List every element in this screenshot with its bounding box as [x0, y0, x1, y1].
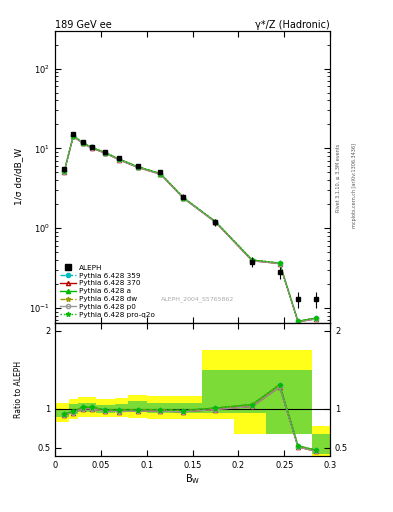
X-axis label: B$_\mathrm{W}$: B$_\mathrm{W}$ [185, 472, 200, 486]
Text: ALEPH_2004_S5765862: ALEPH_2004_S5765862 [162, 297, 235, 303]
Text: Rivet 3.1.10, ≥ 3.3M events: Rivet 3.1.10, ≥ 3.3M events [336, 143, 341, 211]
Text: mcplots.cern.ch [arXiv:1306.3436]: mcplots.cern.ch [arXiv:1306.3436] [352, 143, 357, 228]
Y-axis label: 1/σ dσ/dB_W: 1/σ dσ/dB_W [15, 148, 24, 205]
Text: 189 GeV ee: 189 GeV ee [55, 20, 112, 30]
Legend: ALEPH, Pythia 6.428 359, Pythia 6.428 370, Pythia 6.428 a, Pythia 6.428 dw, Pyth: ALEPH, Pythia 6.428 359, Pythia 6.428 37… [59, 263, 156, 319]
Y-axis label: Ratio to ALEPH: Ratio to ALEPH [15, 361, 24, 418]
Text: γ*/Z (Hadronic): γ*/Z (Hadronic) [255, 20, 330, 30]
